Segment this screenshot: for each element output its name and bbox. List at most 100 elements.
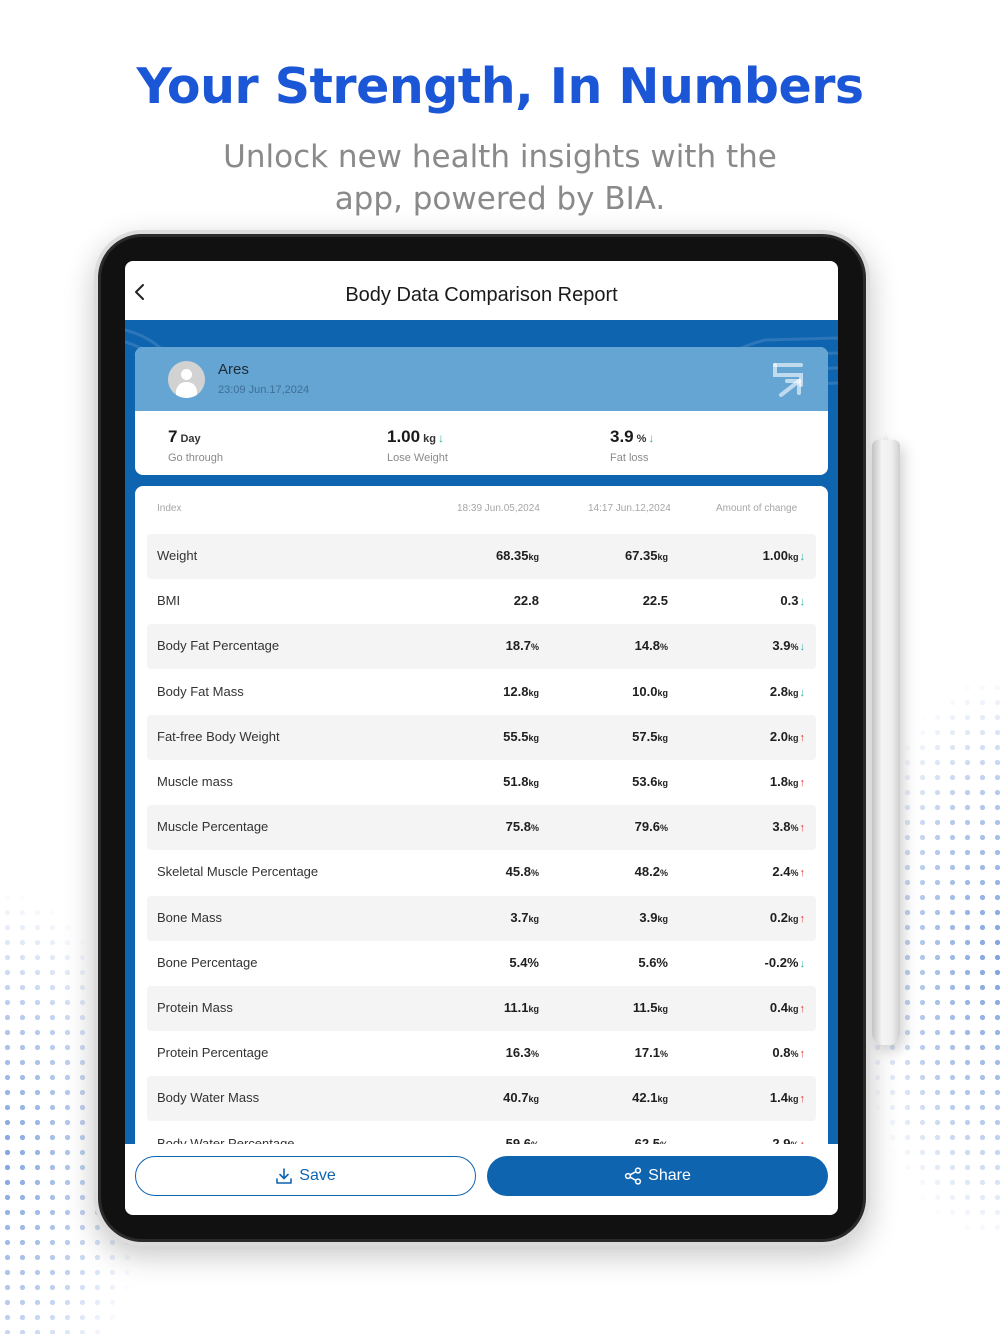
row-value-ch: 3.9%↓ xyxy=(772,638,806,654)
column-header-change: Amount of change xyxy=(716,503,798,514)
row-value-v2: 11.5kg xyxy=(632,1000,668,1015)
row-value-v2: 3.9kg xyxy=(639,909,668,925)
profile-card: Ares 23:09 Jun.17,2024 7 Day Go through 1… xyxy=(135,347,828,475)
row-value-ch: 0.2kg↑ xyxy=(769,909,806,925)
row-value-ch: 0.8%↑ xyxy=(772,1045,806,1061)
row-index-name: Muscle mass xyxy=(157,774,233,789)
row-value-ch: 0.3↓ xyxy=(780,593,805,609)
table-row: Body Fat Percentage 18.7% 14.8% 3.9%↓ xyxy=(147,624,816,670)
row-value-v2: 22.5 xyxy=(642,593,668,609)
table-row: Muscle mass 51.8kg 53.6kg 1.8kg↑ xyxy=(147,760,816,805)
increase-arrow-icon: ↑ xyxy=(799,912,806,925)
page-title: Body Data Comparison Report xyxy=(345,284,618,306)
row-value-ch: 3.8%↑ xyxy=(772,819,806,835)
column-header-date2: 14:17 Jun.12,2024 xyxy=(588,503,671,514)
row-value-v2: 57.5kg xyxy=(632,728,668,744)
row-value-ch: -0.2%↓ xyxy=(764,954,806,970)
row-index-name: Protein Mass xyxy=(157,1000,233,1015)
row-index-name: Body Water Mass xyxy=(157,1090,260,1106)
row-value-v1: 68.35kg xyxy=(495,548,539,563)
promo-subline: Unlock new health insights with the app,… xyxy=(223,139,777,217)
column-header-date1: 18:39 Jun.05,2024 xyxy=(457,503,540,514)
increase-arrow-icon: ↑ xyxy=(799,777,806,789)
row-value-v1: 45.8% xyxy=(505,864,539,880)
row-value-v1: 51.8kg xyxy=(503,774,539,789)
row-value-v1: 11.1kg xyxy=(503,1000,539,1015)
decrease-arrow-icon: ↓ xyxy=(437,431,444,445)
export-arrow-icon[interactable] xyxy=(771,359,805,399)
table-row: BMI 22.8 22.5 0.3↓ xyxy=(147,579,816,624)
save-button-label: Save xyxy=(299,1167,336,1184)
row-value-v1: 16.3% xyxy=(505,1045,539,1061)
decrease-arrow-icon: ↓ xyxy=(799,551,806,563)
table-row: Fat-free Body Weight 55.5kg 57.5kg 2.0kg↑ xyxy=(147,714,816,760)
row-value-v1: 5.4% xyxy=(509,954,539,970)
row-value-v1: 22.8 xyxy=(513,593,539,609)
row-value-ch: 1.00kg↓ xyxy=(762,548,806,563)
row-value-ch: 2.8kg↓ xyxy=(769,683,805,699)
row-value-v2: 67.35kg xyxy=(624,548,668,563)
row-index-name: Body Fat Percentage xyxy=(157,638,280,654)
row-value-v1: 12.8kg xyxy=(503,683,539,699)
row-value-v1: 18.7% xyxy=(505,638,539,654)
summary-days: 7 Day Go through xyxy=(168,427,224,464)
row-index-name: Weight xyxy=(157,548,198,563)
row-index-name: Protein Percentage xyxy=(157,1045,269,1061)
row-value-ch: 0.4kg↑ xyxy=(769,1000,806,1015)
row-value-ch: 2.0kg↑ xyxy=(769,728,806,744)
comparison-table: Index 18:39 Jun.05,2024 14:17 Jun.12,202… xyxy=(135,486,828,1186)
row-value-v2: 53.6kg xyxy=(632,774,668,789)
decrease-arrow-icon: ↓ xyxy=(799,957,806,970)
action-bar: Save Share xyxy=(125,1144,838,1215)
save-button[interactable]: Save xyxy=(135,1156,476,1196)
row-value-v2: 5.6% xyxy=(638,954,668,970)
row-value-v2: 10.0kg xyxy=(632,683,668,699)
row-index-name: Bone Mass xyxy=(157,909,223,925)
user-timestamp: 23:09 Jun.17,2024 xyxy=(218,384,310,396)
decrease-arrow-icon: ↓ xyxy=(799,641,806,654)
row-value-v1: 55.5kg xyxy=(503,728,539,744)
share-button[interactable]: Share xyxy=(487,1156,828,1196)
table-row: Protein Percentage 16.3% 17.1% 0.8%↑ xyxy=(147,1031,816,1076)
table-row: Bone Percentage 5.4% 5.6% -0.2%↓ xyxy=(147,941,816,986)
row-value-ch: 2.4%↑ xyxy=(772,864,806,880)
row-value-v1: 3.7kg xyxy=(510,909,539,925)
increase-arrow-icon: ↑ xyxy=(799,1003,806,1015)
increase-arrow-icon: ↑ xyxy=(799,867,806,880)
avatar-icon xyxy=(168,361,205,398)
table-row: Weight 68.35kg 67.35kg 1.00kg↓ xyxy=(147,534,816,579)
row-index-name: Bone Percentage xyxy=(157,954,258,970)
row-value-v2: 17.1% xyxy=(634,1045,668,1061)
app-bar: Body Data Comparison Report xyxy=(125,261,838,320)
table-row: Body Water Mass 40.7kg 42.1kg 1.4kg↑ xyxy=(147,1076,816,1122)
increase-arrow-icon: ↑ xyxy=(799,1093,806,1106)
app-screen: Body Data Comparison Report Ares 23:09 J… xyxy=(125,261,838,1215)
row-value-v2: 48.2% xyxy=(634,864,668,880)
row-index-name: Body Fat Mass xyxy=(157,683,244,699)
increase-arrow-icon: ↑ xyxy=(799,1048,806,1061)
summary-weight-loss: 1.00 kg ↓ Lose Weight xyxy=(387,427,448,464)
row-value-v2: 79.6% xyxy=(634,819,668,835)
summary-fat-loss: 3.9% ↓ Fat loss xyxy=(610,427,655,464)
row-value-v2: 14.8% xyxy=(634,638,668,654)
column-header-index: Index xyxy=(157,503,182,514)
row-value-ch: 1.4kg↑ xyxy=(769,1090,806,1106)
table-row: Muscle Percentage 75.8% 79.6% 3.8%↑ xyxy=(147,805,816,851)
table-row: Protein Mass 11.1kg 11.5kg 0.4kg↑ xyxy=(147,986,816,1031)
row-index-name: Muscle Percentage xyxy=(157,819,269,835)
table-row: Bone Mass 3.7kg 3.9kg 0.2kg↑ xyxy=(147,895,816,941)
row-index-name: Fat-free Body Weight xyxy=(157,728,280,744)
row-index-name: BMI xyxy=(157,593,181,609)
share-button-label: Share xyxy=(648,1167,691,1184)
stylus xyxy=(872,440,900,1045)
decrease-arrow-icon: ↓ xyxy=(648,431,655,445)
row-value-v1: 40.7kg xyxy=(503,1090,539,1106)
back-chevron-icon[interactable] xyxy=(131,283,149,301)
table-row: Body Fat Mass 12.8kg 10.0kg 2.8kg↓ xyxy=(147,670,816,715)
increase-arrow-icon: ↑ xyxy=(799,822,806,835)
row-value-v1: 75.8% xyxy=(505,819,539,835)
promo-headline: Your Strength, In Numbers xyxy=(136,58,864,115)
increase-arrow-icon: ↑ xyxy=(799,731,806,744)
share-icon xyxy=(624,1167,642,1185)
download-icon xyxy=(276,1168,293,1184)
